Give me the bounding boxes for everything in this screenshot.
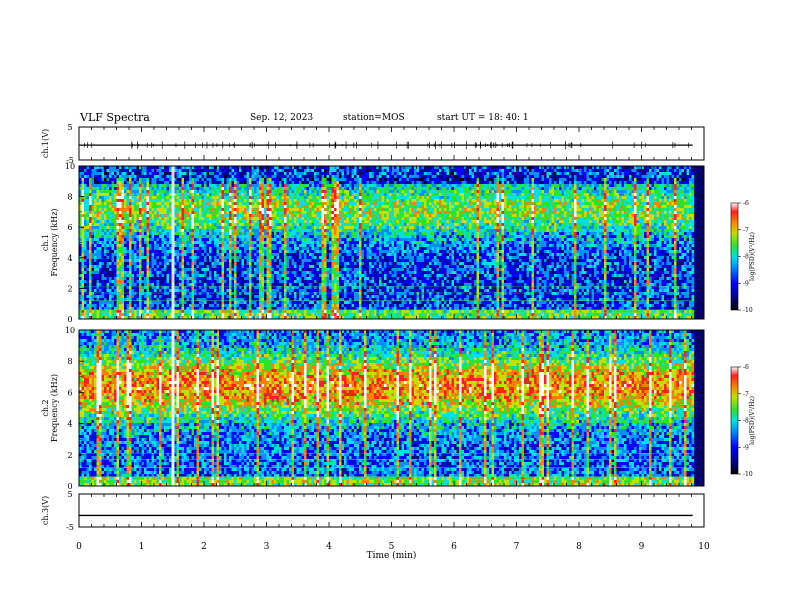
y-axis-label: ch.2 (41, 399, 50, 416)
colorbar-label: log(PSD)(V²/Hz) (749, 232, 756, 281)
x-tick-label: 8 (576, 542, 582, 552)
colorbar (730, 202, 739, 311)
colorbar-tick-label: -7 (743, 227, 749, 234)
x-tick-label: 7 (514, 542, 520, 552)
y-tick-label: 5 (67, 490, 72, 499)
saturation-strip (171, 330, 175, 486)
y-axis-label: ch.1 (41, 234, 50, 251)
y-tick-label: -5 (66, 156, 74, 165)
x-tick-label: 10 (698, 542, 710, 552)
x-tick-label: 1 (139, 542, 145, 552)
x-tick-label: 3 (264, 542, 270, 552)
spectrogram-cells (79, 330, 695, 487)
y-tick-label: 6 (67, 388, 72, 397)
x-tick-label: 0 (76, 542, 82, 552)
y-tick-label: 8 (67, 193, 72, 202)
y-tick-label: 0 (67, 482, 72, 491)
y-tick-label: 4 (67, 420, 72, 429)
spectrogram-cells (79, 166, 695, 320)
y-axis-label: Frequency (kHz) (50, 208, 59, 276)
chart-title: VLF Spectra (80, 111, 150, 124)
x-tick-label: 4 (326, 542, 332, 552)
y-tick-label: 6 (67, 223, 72, 232)
colorbar-label: log(PSD)(V²/Hz) (749, 396, 756, 445)
saturation-strip (171, 166, 175, 319)
y-tick-label: 2 (67, 284, 72, 293)
y-tick-label: 8 (67, 357, 72, 366)
x-tick-label: 5 (389, 542, 395, 552)
x-axis-label: Time (min) (367, 550, 417, 561)
station-label: station=MOS (343, 113, 405, 123)
x-tick-label: 6 (451, 542, 457, 552)
y-tick-label: 0 (67, 315, 72, 324)
y-axis-label: ch.3(V) (41, 496, 50, 525)
colorbar-tick-label: -8 (743, 254, 749, 261)
colorbar (730, 366, 739, 475)
colorbar-tick-label: -10 (743, 471, 753, 478)
colorbar-tick-label: -9 (743, 280, 749, 287)
y-tick-label: 5 (67, 123, 72, 132)
start-time-label: start UT = 18: 40: 1 (437, 113, 529, 123)
colorbar-tick-label: -6 (743, 200, 749, 207)
date-label: Sep. 12, 2023 (250, 113, 313, 123)
x-tick-label: 9 (639, 542, 645, 552)
y-axis-label: ch.1(V) (41, 129, 50, 158)
colorbar-tick-label: -9 (743, 444, 749, 451)
y-tick-label: 10 (65, 326, 75, 335)
colorbar-tick-label: -10 (743, 307, 753, 314)
colorbar-tick-label: -6 (743, 364, 749, 371)
x-tick-label: 2 (201, 542, 207, 552)
colorbar-tick-label: -8 (743, 418, 749, 425)
y-tick-label: 10 (65, 162, 75, 171)
y-tick-label: 2 (67, 451, 72, 460)
colorbar-tick-label: -7 (743, 391, 749, 398)
y-tick-label: 4 (67, 254, 72, 263)
y-tick-label: -5 (66, 523, 74, 532)
y-axis-label: Frequency (kHz) (50, 374, 59, 442)
